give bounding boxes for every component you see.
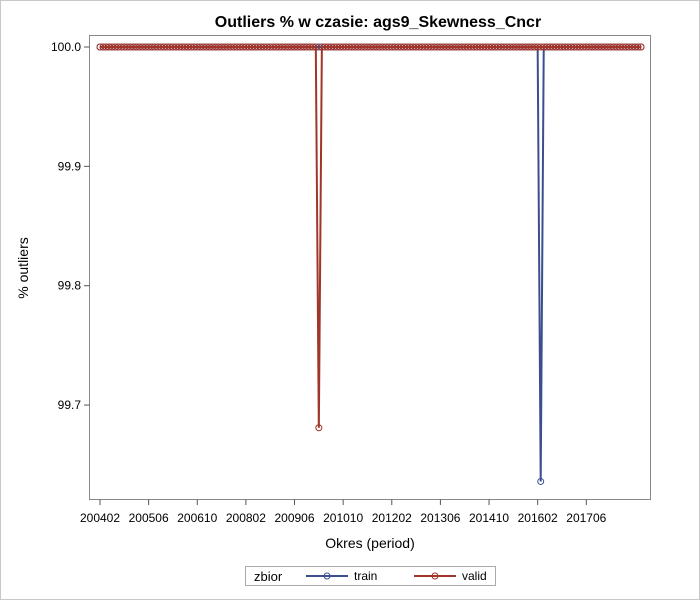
legend-title: zbior <box>254 569 283 584</box>
x-tick-label: 201010 <box>323 511 363 525</box>
y-tick-label: 99.8 <box>58 279 82 293</box>
x-tick-label: 201410 <box>469 511 509 525</box>
legend-label-train: train <box>354 569 377 583</box>
x-tick-label: 200906 <box>274 511 314 525</box>
legend-marker-train <box>323 572 331 580</box>
y-axis-label: % outliers <box>15 237 31 298</box>
x-tick-label: 200802 <box>226 511 266 525</box>
data-point-train <box>537 477 545 485</box>
series-valid <box>96 43 645 432</box>
chart-title: Outliers % w czasie: ags9_Skewness_Cncr <box>215 14 541 31</box>
legend: zbior train valid <box>245 566 496 586</box>
x-tick-label: 201602 <box>518 511 558 525</box>
data-point-valid <box>309 43 317 51</box>
legend-box <box>245 566 496 586</box>
legend-marker-valid <box>431 572 439 580</box>
data-point-valid <box>634 43 642 51</box>
x-tick-label: 200402 <box>80 511 120 525</box>
x-tick-label: 201306 <box>420 511 460 525</box>
x-axis-label: Okres (period) <box>325 535 414 551</box>
y-tick-label: 100.0 <box>51 40 81 54</box>
x-tick-label: 201706 <box>566 511 606 525</box>
x-tick-label: 201202 <box>372 511 412 525</box>
legend-label-valid: valid <box>462 569 487 583</box>
plot-area <box>89 35 651 500</box>
data-point-valid <box>637 43 645 51</box>
y-tick-label: 99.9 <box>58 159 82 173</box>
data-point-valid <box>315 424 323 432</box>
y-axis: 99.7 99.8 99.9 100.0 <box>51 40 90 412</box>
x-tick-label: 200610 <box>177 511 217 525</box>
x-tick-label: 200506 <box>129 511 169 525</box>
y-tick-label: 99.7 <box>58 398 82 412</box>
x-axis: 200402 200506 200610 200802 200906 201010 2012… <box>80 499 607 525</box>
series-layer <box>96 43 645 485</box>
